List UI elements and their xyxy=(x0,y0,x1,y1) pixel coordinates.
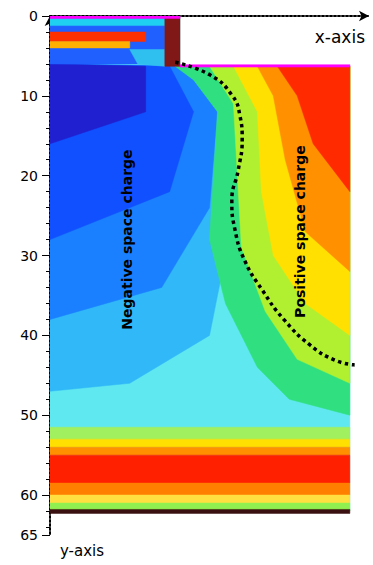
svg-text:x-axis: x-axis xyxy=(315,27,365,47)
svg-text:50: 50 xyxy=(20,407,38,423)
svg-text:60: 60 xyxy=(20,487,38,503)
svg-text:Negative space charge: Negative space charge xyxy=(119,149,135,329)
svg-text:y-axis: y-axis xyxy=(60,542,104,560)
svg-text:65: 65 xyxy=(20,527,38,543)
svg-text:20: 20 xyxy=(20,168,38,184)
svg-text:30: 30 xyxy=(20,248,38,264)
svg-text:40: 40 xyxy=(20,327,38,343)
svg-text:0: 0 xyxy=(29,8,38,24)
svg-text:Positive space charge: Positive space charge xyxy=(292,145,308,318)
svg-text:10: 10 xyxy=(20,88,38,104)
